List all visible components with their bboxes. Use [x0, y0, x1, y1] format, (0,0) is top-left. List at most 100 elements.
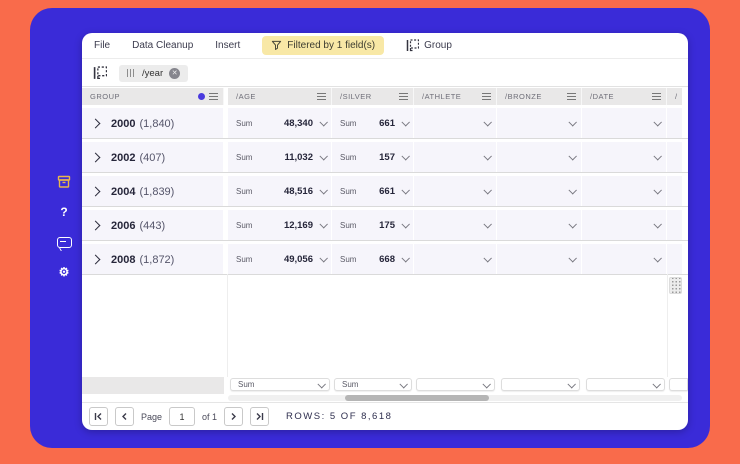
chevron-down-icon[interactable]	[319, 186, 328, 195]
last-page-button[interactable]	[250, 407, 270, 426]
chevron-down-icon[interactable]	[399, 379, 408, 389]
help-icon[interactable]: ?	[60, 205, 68, 219]
chevron-down-icon[interactable]	[568, 220, 577, 229]
gold-agg-cell[interactable]	[667, 108, 682, 138]
next-page-button[interactable]	[224, 407, 244, 426]
chevron-down-icon[interactable]	[483, 254, 492, 263]
chevron-down-icon[interactable]	[319, 254, 328, 263]
chevron-down-icon[interactable]	[567, 379, 576, 389]
silver-sum-cell[interactable]: Sum 175	[332, 210, 414, 240]
gold-agg-cell[interactable]	[667, 210, 682, 240]
group-cell[interactable]: 2000 (1,840)	[82, 108, 224, 138]
age-sum-cell[interactable]: Sum 49,056	[228, 244, 332, 274]
age-aggregation-select[interactable]: Sum	[230, 378, 330, 391]
chevron-down-icon[interactable]	[568, 152, 577, 161]
column-menu-icon[interactable]	[399, 93, 408, 100]
gold-agg-cell[interactable]	[667, 244, 682, 274]
column-menu-icon[interactable]	[567, 93, 576, 100]
column-header-bronze[interactable]: /BRONZE	[497, 88, 582, 105]
column-menu-icon[interactable]	[652, 93, 661, 100]
gold-agg-cell[interactable]	[667, 142, 682, 172]
chevron-down-icon[interactable]	[401, 220, 410, 229]
column-header-date[interactable]: /DATE	[582, 88, 667, 105]
column-menu-icon[interactable]	[482, 93, 491, 100]
bronze-agg-cell[interactable]	[497, 108, 582, 138]
bronze-agg-cell[interactable]	[497, 210, 582, 240]
group-field-chip[interactable]: /year ✕	[119, 64, 189, 82]
silver-sum-cell[interactable]: Sum 661	[332, 176, 414, 206]
expand-chevron-icon[interactable]	[90, 254, 101, 264]
chevron-down-icon[interactable]	[653, 254, 662, 263]
group-cell[interactable]: 2004 (1,839)	[82, 176, 224, 206]
expand-chevron-icon[interactable]	[90, 220, 101, 230]
athlete-agg-cell[interactable]	[414, 176, 497, 206]
column-menu-icon[interactable]	[317, 93, 326, 100]
settings-icon[interactable]: ⚙	[58, 265, 70, 279]
age-sum-cell[interactable]: Sum 48,340	[228, 108, 332, 138]
chevron-down-icon[interactable]	[319, 118, 328, 127]
group-menu-button[interactable]: Group	[406, 39, 452, 52]
chevron-down-icon[interactable]	[483, 186, 492, 195]
age-sum-cell[interactable]: Sum 12,169	[228, 210, 332, 240]
athlete-agg-cell[interactable]	[414, 108, 497, 138]
gold-agg-cell[interactable]	[667, 176, 682, 206]
column-header-silver[interactable]: /SILVER	[332, 88, 414, 105]
chevron-down-icon[interactable]	[401, 118, 410, 127]
filter-status-button[interactable]: Filtered by 1 field(s)	[262, 36, 385, 55]
column-header-gold[interactable]: /G	[667, 88, 682, 105]
athlete-agg-cell[interactable]	[414, 210, 497, 240]
scroll-grip-icon[interactable]	[669, 277, 682, 294]
silver-sum-cell[interactable]: Sum 668	[332, 244, 414, 274]
column-header-age[interactable]: /AGE	[228, 88, 332, 105]
expand-chevron-icon[interactable]	[90, 152, 101, 162]
drag-handle-icon[interactable]	[127, 69, 136, 77]
age-sum-cell[interactable]: Sum 48,516	[228, 176, 332, 206]
chevron-down-icon[interactable]	[319, 152, 328, 161]
chevron-down-icon[interactable]	[568, 118, 577, 127]
chevron-down-icon[interactable]	[401, 186, 410, 195]
chevron-down-icon[interactable]	[483, 220, 492, 229]
remove-group-icon[interactable]: ✕	[169, 67, 181, 79]
chevron-down-icon[interactable]	[483, 118, 492, 127]
previous-page-button[interactable]	[115, 407, 134, 426]
date-aggregation-select[interactable]	[586, 378, 665, 391]
chevron-down-icon[interactable]	[653, 152, 662, 161]
chevron-down-icon[interactable]	[568, 186, 577, 195]
bronze-aggregation-select[interactable]	[501, 378, 580, 391]
menu-insert[interactable]: Insert	[215, 40, 241, 51]
chevron-down-icon[interactable]	[483, 152, 492, 161]
chevron-down-icon[interactable]	[482, 379, 491, 389]
silver-sum-cell[interactable]: Sum 157	[332, 142, 414, 172]
chevron-down-icon[interactable]	[401, 254, 410, 263]
date-agg-cell[interactable]	[582, 176, 667, 206]
page-number-input[interactable]	[169, 407, 196, 426]
column-header-group[interactable]: GROUP	[82, 88, 224, 105]
athlete-agg-cell[interactable]	[414, 244, 497, 274]
date-agg-cell[interactable]	[582, 108, 667, 138]
athlete-aggregation-select[interactable]	[416, 378, 495, 391]
chevron-down-icon[interactable]	[653, 186, 662, 195]
menu-file[interactable]: File	[94, 40, 111, 51]
chevron-down-icon[interactable]	[653, 220, 662, 229]
menu-data-cleanup[interactable]: Data Cleanup	[132, 40, 194, 51]
expand-chevron-icon[interactable]	[90, 118, 101, 128]
group-cell[interactable]: 2008 (1,872)	[82, 244, 224, 274]
date-agg-cell[interactable]	[582, 210, 667, 240]
chevron-down-icon[interactable]	[317, 379, 326, 389]
chevron-down-icon[interactable]	[568, 254, 577, 263]
first-page-button[interactable]	[89, 407, 108, 426]
archive-box-icon[interactable]	[56, 174, 72, 190]
chevron-down-icon[interactable]	[401, 152, 410, 161]
date-agg-cell[interactable]	[582, 244, 667, 274]
column-menu-icon[interactable]	[209, 93, 218, 100]
group-cell[interactable]: 2006 (443)	[82, 210, 224, 240]
bronze-agg-cell[interactable]	[497, 244, 582, 274]
expand-chevron-icon[interactable]	[90, 186, 101, 196]
chevron-down-icon[interactable]	[652, 379, 661, 389]
bronze-agg-cell[interactable]	[497, 176, 582, 206]
chevron-down-icon[interactable]	[319, 220, 328, 229]
chevron-down-icon[interactable]	[653, 118, 662, 127]
silver-sum-cell[interactable]: Sum 661	[332, 108, 414, 138]
athlete-agg-cell[interactable]	[414, 142, 497, 172]
silver-aggregation-select[interactable]: Sum	[334, 378, 412, 391]
